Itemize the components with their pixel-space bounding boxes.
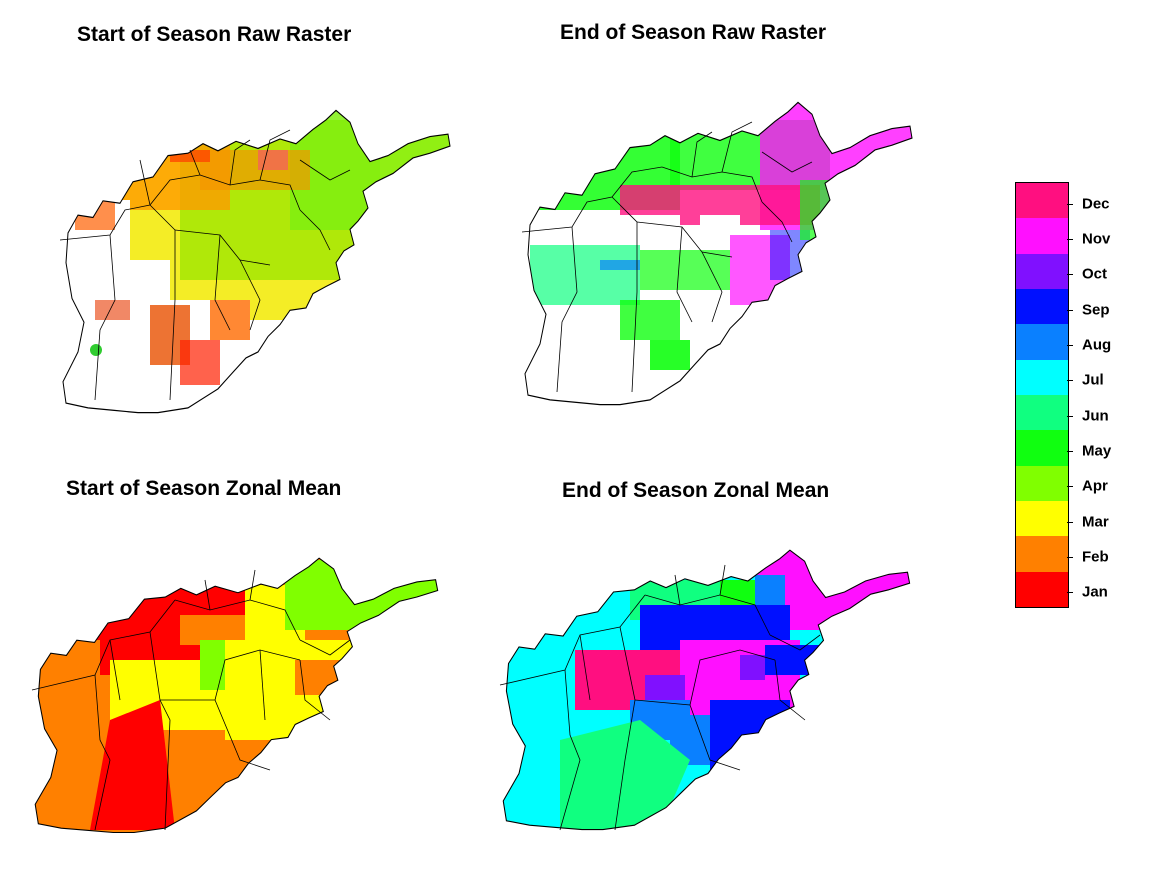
legend-tick xyxy=(1067,203,1073,205)
legend-swatch-dec xyxy=(1016,183,1068,219)
legend-swatch-aug xyxy=(1016,324,1068,361)
legend-tick xyxy=(1067,486,1073,488)
legend-swatch-may xyxy=(1016,430,1068,467)
title-eos-zonal: End of Season Zonal Mean xyxy=(562,479,830,502)
legend-swatch-jul xyxy=(1016,359,1068,396)
legend-label-sep: Sep xyxy=(1082,301,1110,319)
eos-zonal-provinces xyxy=(499,564,821,831)
title-eos-raw: End of Season Raw Raster xyxy=(560,21,827,44)
legend-swatch-feb xyxy=(1016,536,1068,573)
legend-label-dec: Dec xyxy=(1082,195,1110,213)
legend-label-feb: Feb xyxy=(1082,548,1109,566)
legend-tick xyxy=(1067,592,1073,594)
eos-zonal-map xyxy=(499,549,911,831)
legend-tick xyxy=(1067,557,1073,558)
legend-label-aug: Aug xyxy=(1082,336,1112,354)
legend-swatch-nov xyxy=(1016,218,1068,255)
legend-label-mar: Mar xyxy=(1082,513,1109,531)
legend-swatch-apr xyxy=(1016,465,1068,502)
legend-swatch-sep xyxy=(1016,289,1068,325)
sos-zonal-map xyxy=(31,557,439,834)
eos-raw-map xyxy=(521,101,913,406)
legend-tick xyxy=(1067,239,1073,240)
legend-tick xyxy=(1067,415,1073,417)
eos-raw-provinces xyxy=(521,121,813,393)
legend-label-may: May xyxy=(1082,442,1112,460)
sos-raw-provinces xyxy=(59,129,351,401)
legend-label-jan: Jan xyxy=(1082,583,1108,601)
legend-tick xyxy=(1067,345,1073,346)
legend-label-jun: Jun xyxy=(1082,407,1109,425)
sos-raw-fill xyxy=(63,110,450,413)
legend-swatch-mar xyxy=(1016,501,1068,537)
legend-swatch-jan xyxy=(1016,571,1068,608)
legend-label-apr: Apr xyxy=(1082,477,1108,495)
legend-tick xyxy=(1067,451,1073,452)
month-legend xyxy=(1015,182,1069,608)
legend-label-jul: Jul xyxy=(1082,371,1104,389)
legend-label-nov: Nov xyxy=(1082,230,1111,248)
legend-swatch-jun xyxy=(1016,395,1068,431)
sos-zonal-provinces xyxy=(31,569,351,831)
legend-tick xyxy=(1067,309,1073,311)
sos-zonal-fill xyxy=(35,558,438,833)
legend-tick xyxy=(1067,380,1073,382)
title-sos-zonal: Start of Season Zonal Mean xyxy=(66,477,342,500)
title-sos-raw: Start of Season Raw Raster xyxy=(77,23,352,46)
sos-raw-map xyxy=(59,109,451,414)
legend-tick xyxy=(1067,274,1073,276)
eos-zonal-fill xyxy=(503,550,910,830)
legend-label-oct: Oct xyxy=(1082,265,1108,283)
legend-tick xyxy=(1067,521,1073,523)
legend-swatch-oct xyxy=(1016,253,1068,290)
